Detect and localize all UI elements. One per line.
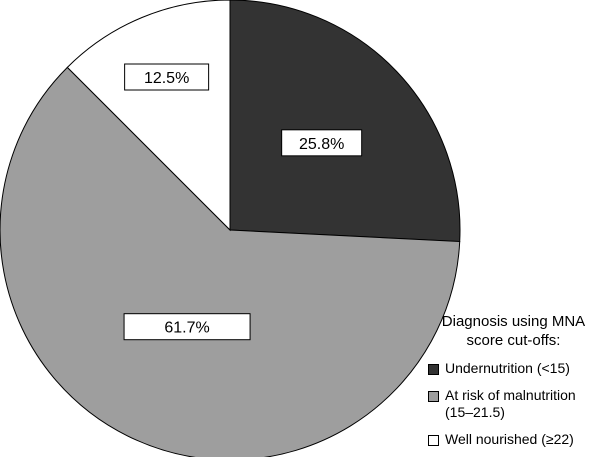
- slice-label-text-1: 61.7%: [164, 320, 209, 337]
- legend-swatch-0: [428, 364, 439, 375]
- legend-swatch-1: [428, 391, 439, 402]
- legend-item-2: Well nourished (≥22): [428, 431, 599, 448]
- slice-label-2: 12.5%: [124, 63, 210, 91]
- legend-item-0: Undernutrition (<15): [428, 360, 599, 377]
- legend-title: Diagnosis using MNA score cut-offs:: [441, 313, 586, 349]
- legend-swatch-2: [428, 435, 439, 446]
- slice-label-text-2: 12.5%: [144, 70, 189, 87]
- legend-label-0: Undernutrition (<15): [445, 360, 570, 376]
- legend-item-1: At risk of malnutrition (15–21.5): [428, 387, 599, 421]
- pie-slice-1: [0, 66, 461, 457]
- pie-slice-0: [229, 0, 461, 243]
- slice-label-box-0: [281, 129, 363, 157]
- pie-slice-2: [66, 0, 231, 232]
- slice-label-text-0: 25.8%: [299, 136, 344, 153]
- slice-label-box-1: [123, 313, 251, 341]
- legend: Diagnosis using MNA score cut-offs: Unde…: [428, 312, 599, 458]
- legend-label-1: At risk of malnutrition (15–21.5): [445, 387, 576, 420]
- legend-label-2: Well nourished (≥22): [445, 431, 574, 447]
- slice-label-box-2: [124, 63, 210, 91]
- slice-label-0: 25.8%: [281, 129, 363, 157]
- slice-label-1: 61.7%: [123, 313, 251, 341]
